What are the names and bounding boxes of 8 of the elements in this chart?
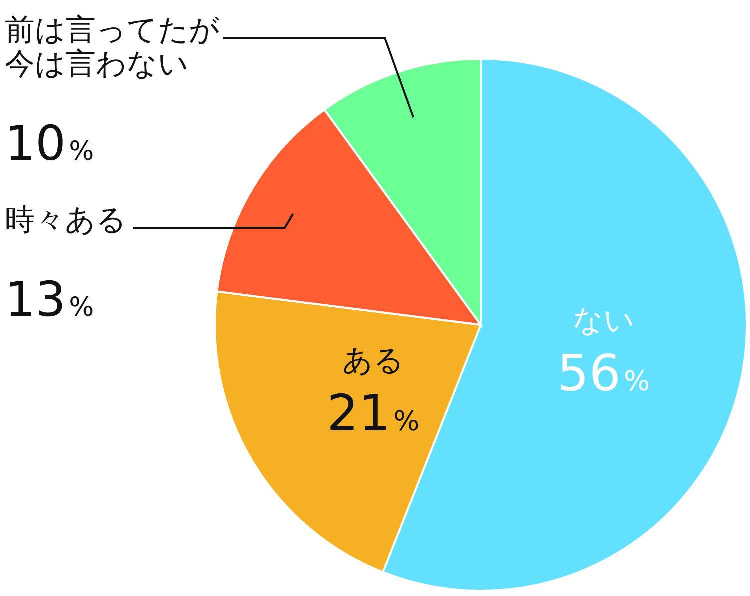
data-label: 56% bbox=[557, 344, 650, 402]
slice-label: ない bbox=[572, 303, 635, 338]
slice-label: 時々ある bbox=[5, 203, 127, 238]
slice-label: ある bbox=[342, 344, 404, 379]
data-label: 21% bbox=[327, 384, 420, 443]
slice-label: 前は言ってたが今は言わない bbox=[5, 13, 220, 82]
data-label: 10% bbox=[5, 116, 94, 172]
data-label: 13% bbox=[5, 272, 94, 328]
